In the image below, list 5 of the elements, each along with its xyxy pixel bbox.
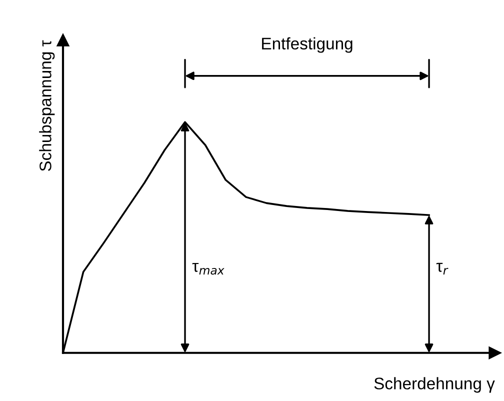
x-axis-title: Scherdehnung γ [374, 377, 495, 393]
annotation: τ$_{max}$ [192, 262, 224, 275]
y-axis-title: Schubspannung τ [39, 40, 55, 172]
text: Entfestigung [262, 37, 352, 53]
annotation: τ$_{r}$ [436, 262, 448, 274]
